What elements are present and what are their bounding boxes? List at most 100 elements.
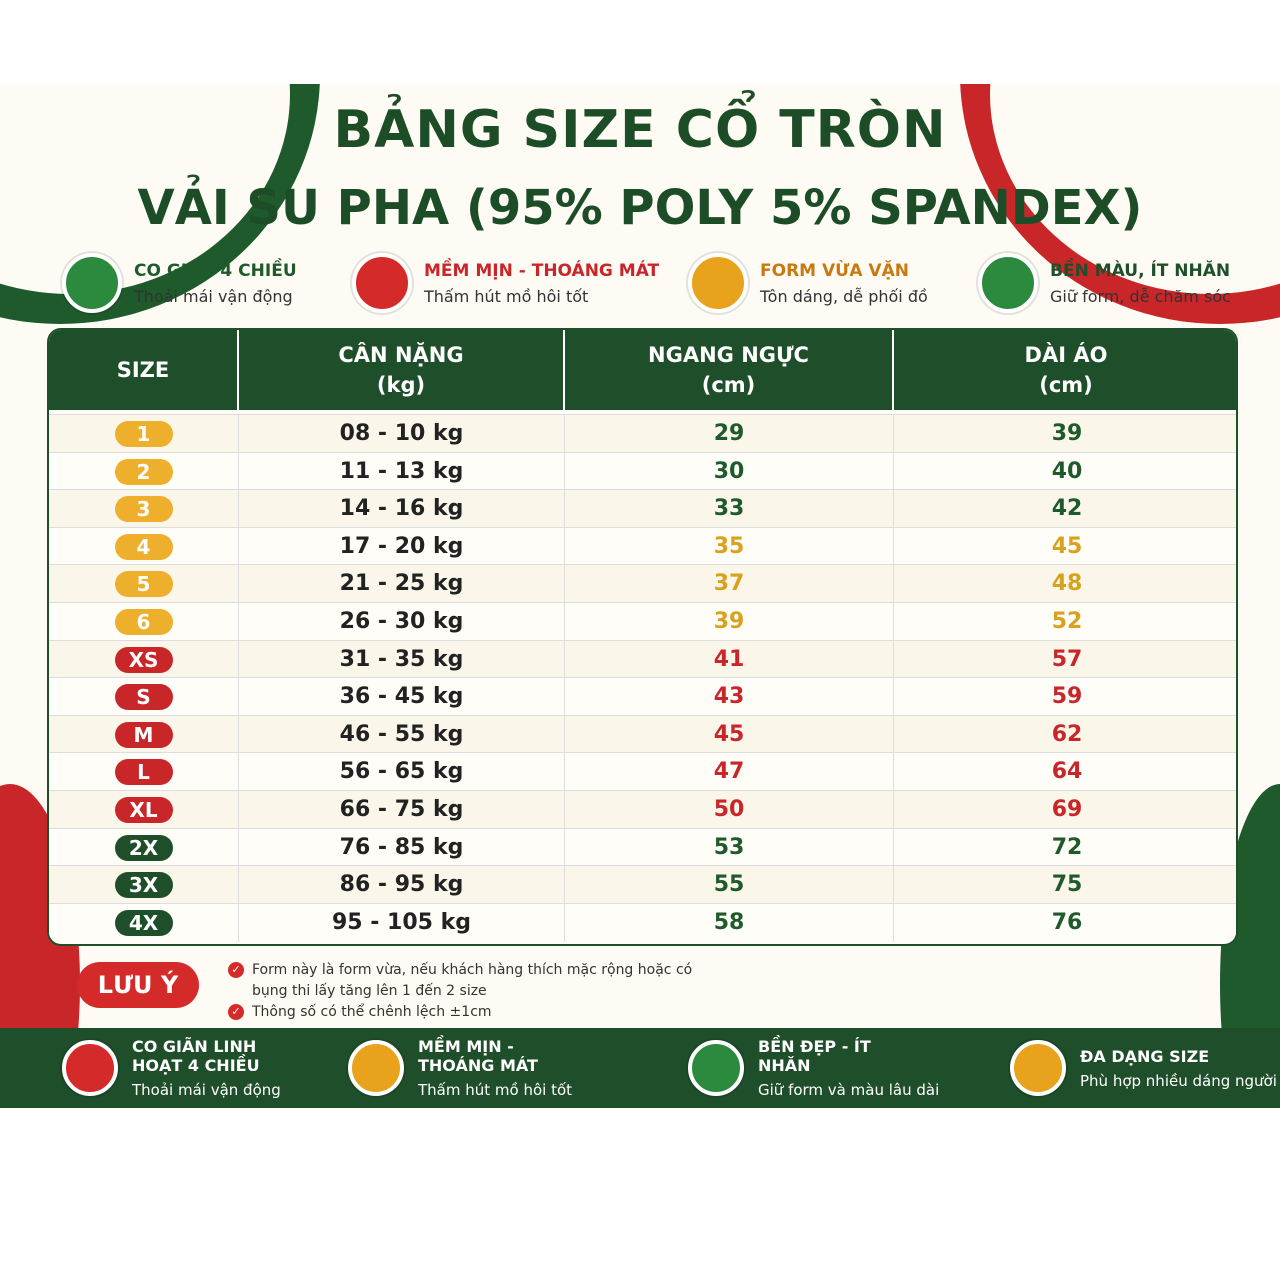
feature-title: FORM VỪA VẶN — [760, 260, 909, 281]
subtitle: VẢI SU PHA (95% POLY 5% SPANDEX) — [137, 180, 1143, 236]
table-row: 6 26 - 30 kg 39 52 — [49, 602, 1236, 641]
column-header: SIZE — [49, 330, 239, 410]
column-unit: (cm) — [701, 373, 756, 397]
feature-text: CO GIÃN 4 CHIỀU Thoải mái vận động — [134, 261, 297, 306]
column-header: NGANG NGỰC (cm) — [565, 330, 894, 410]
feature-title: MỀM MỊN - THOÁNG MÁT — [424, 260, 660, 281]
table-cell: 40 — [1051, 458, 1083, 484]
feature-desc: Tôn dáng, dễ phối đồ — [760, 286, 928, 306]
size-badge: 2 — [114, 458, 173, 485]
table-cell: 64 — [1051, 759, 1083, 785]
table-cell: 66 - 75 kg — [239, 791, 565, 829]
footer-title: BỀN ĐẸP - ÍT NHĂN — [758, 1037, 871, 1075]
column-header: DÀI ÁO (cm) — [894, 330, 1236, 410]
table-row: 3X 86 - 95 kg 55 75 — [49, 865, 1236, 905]
table-cell: 08 - 10 kg — [239, 415, 565, 453]
table-cell: 17 - 20 kg — [239, 527, 565, 566]
title: BẢNG SIZE CỔ TRÒN — [333, 100, 947, 160]
table-cell: 47 — [565, 753, 894, 792]
feature-desc: Giữ form, dễ chăm sóc — [1050, 286, 1231, 306]
table-cell: 4X — [49, 903, 239, 942]
table-cell: 26 - 30 kg — [239, 603, 565, 641]
size-badge: M — [114, 721, 173, 748]
table-row: 4X 95 - 105 kg 58 76 — [49, 902, 1236, 942]
table-cell: 33 — [565, 490, 894, 529]
footer-desc: Giữ form và màu lâu dài — [758, 1081, 940, 1099]
table-cell: 37 — [565, 565, 894, 604]
column-title: NGANG NGỰC — [648, 343, 809, 367]
size-badge: 3 — [114, 496, 173, 523]
table-row: XS 31 - 35 kg 41 57 — [49, 639, 1236, 679]
table-cell: 76 — [1051, 909, 1083, 935]
feature: MỀM MỊN - THOÁNG MÁT Thấm hút mồ hôi tốt — [352, 248, 659, 318]
table-cell: 1 — [49, 415, 239, 453]
feature-text: MỀM MỊN - THOÁNG MÁT Thấm hút mồ hôi tốt — [424, 261, 659, 306]
footer-desc: Thoải mái vận động — [132, 1081, 281, 1099]
table-cell: 36 - 45 kg — [239, 678, 565, 717]
table-cell: 56 - 65 kg — [239, 753, 565, 792]
table-row: 5 21 - 25 kg 37 48 — [49, 564, 1236, 604]
table-row: L 56 - 65 kg 47 64 — [49, 752, 1236, 792]
table-cell: 95 - 105 kg — [239, 903, 565, 942]
footer-feature: CO GIÃN LINH HOẠT 4 CHIỀU Thoải mái vận đ… — [62, 1028, 292, 1108]
column-header: CÂN NẶNG (kg) — [239, 330, 565, 410]
footer-icon — [1010, 1040, 1066, 1096]
footer-title: CO GIÃN LINH HOẠT 4 CHIỀU — [132, 1037, 260, 1075]
column-unit: (cm) — [1039, 373, 1093, 397]
table-cell: 62 — [1051, 721, 1083, 747]
footer-feature: MỀM MỊN - THOÁNG MÁT Thấm hút mồ hôi tốt — [348, 1028, 578, 1108]
table-row: XL 66 - 75 kg 50 69 — [49, 790, 1236, 829]
table-row: 1 08 - 10 kg 29 39 — [49, 414, 1236, 453]
feature-icon — [688, 253, 748, 313]
column-title: SIZE — [116, 358, 170, 382]
table-row: 2X 76 - 85 kg 53 72 — [49, 827, 1236, 867]
table-cell: 4 — [49, 527, 239, 566]
table-cell: 52 — [1051, 609, 1083, 634]
feature-icon — [62, 253, 122, 313]
footer-icon — [62, 1040, 118, 1096]
table-cell: 45 — [1051, 533, 1083, 559]
feature-title: CO GIÃN 4 CHIỀU — [134, 260, 297, 281]
table-cell: 48 — [1051, 571, 1083, 597]
footer-desc: Phù hợp nhiều dáng người — [1080, 1071, 1277, 1090]
column-unit: (kg) — [376, 373, 426, 397]
table-cell: L — [49, 753, 239, 792]
footer-title: ĐA DẠNG SIZE — [1080, 1046, 1210, 1066]
size-badge: 6 — [114, 609, 173, 635]
table-cell: XL — [49, 791, 239, 829]
column-title: CÂN NẶNG — [338, 343, 464, 367]
table-cell: 41 — [565, 640, 894, 679]
table-cell: 35 — [565, 527, 894, 566]
table-cell: 30 — [565, 452, 894, 491]
table-cell: 45 — [565, 715, 894, 754]
size-badge: L — [114, 759, 173, 786]
footer-text: MỀM MỊN - THOÁNG MÁT Thấm hút mồ hôi tốt — [418, 1037, 578, 1099]
table-cell: 59 — [1051, 684, 1083, 710]
table-cell: 21 - 25 kg — [239, 565, 565, 604]
table-cell: 29 — [565, 415, 894, 453]
feature-icon — [978, 253, 1038, 313]
table-cell: 72 — [1051, 834, 1083, 860]
table-cell: 42 — [1051, 496, 1083, 522]
feature-icon — [352, 253, 412, 313]
feature-title: BỀN MÀU, ÍT NHĂN — [1050, 260, 1231, 281]
size-badge: XS — [114, 646, 173, 673]
size-badge: 4X — [114, 909, 173, 936]
table-cell: 2 — [49, 452, 239, 491]
table-cell: 3X — [49, 866, 239, 905]
table-cell: M — [49, 715, 239, 754]
footer-text: ĐA DẠNG SIZE Phù hợp nhiều dáng người — [1080, 1047, 1277, 1090]
table-cell: 50 — [565, 791, 894, 829]
table-row: M 46 - 55 kg 45 62 — [49, 714, 1236, 754]
table-cell: 76 - 85 kg — [239, 828, 565, 867]
footer-text: CO GIÃN LINH HOẠT 4 CHIỀU Thoải mái vận đ… — [132, 1037, 292, 1099]
footer-text: BỀN ĐẸP - ÍT NHĂN Giữ form và màu lâu dài — [758, 1037, 939, 1099]
size-badge: 2X — [114, 834, 173, 861]
size-badge: 3X — [114, 872, 173, 899]
table-row: S 36 - 45 kg 43 59 — [49, 677, 1236, 717]
table-cell: S — [49, 678, 239, 717]
table-cell: 55 — [565, 866, 894, 905]
size-badge: 4 — [114, 533, 173, 560]
table-row: 2 11 - 13 kg 30 40 — [49, 451, 1236, 491]
